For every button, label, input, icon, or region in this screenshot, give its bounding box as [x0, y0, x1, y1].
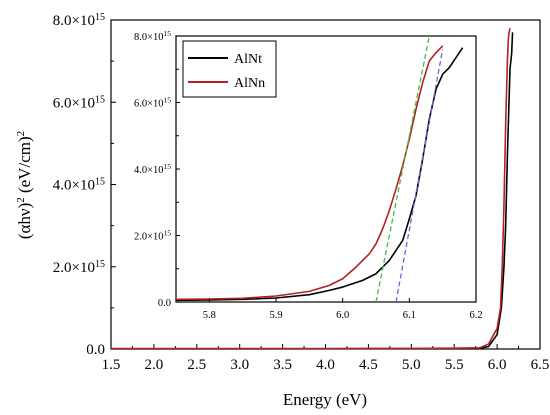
main-y-tick-label: 2.0×1015	[53, 258, 105, 276]
inset-x-tick-label: 6.0	[336, 310, 349, 321]
legend-label-alnn: AlNn	[234, 76, 265, 91]
inset-series-group	[176, 36, 464, 302]
inset-y-tick-label: 8.0×1015	[134, 29, 171, 44]
inset-y-tick-label: 6.0×1015	[134, 95, 171, 110]
main-y-tick-label: 0.0	[86, 342, 105, 358]
x-axis-title: Energy (eV)	[283, 390, 367, 409]
main-y-tick-label: 4.0×1015	[53, 176, 105, 194]
inset-fit-line-2	[395, 49, 444, 302]
inset-x-tick-label: 5.8	[203, 310, 216, 321]
inset-series-alnt	[176, 47, 464, 302]
main-x-tick-label: 3.5	[273, 357, 292, 373]
inset-y-tick-label: 0.0	[158, 298, 171, 309]
main-x-tick-label: 4.5	[359, 357, 378, 373]
inset-axis-ticks: 5.8 5.9 6.0 6.1 6.2 0.0 2.0×1015 4.0×1015 6.0×10…	[134, 29, 483, 322]
main-x-tick-label: 6.0	[488, 357, 507, 373]
inset-fit-line-1	[375, 36, 430, 302]
inset-x-tick-label: 6.2	[469, 310, 482, 321]
legend-box	[182, 40, 277, 98]
main-axis-ticks: 1.5 2.0 2.5 3.0 3.5 4.0 4.5 5.0 5.5 6.0 6.5 0.0 2.0×…	[53, 12, 550, 374]
main-series-group	[111, 28, 514, 350]
inset-y-tick-label: 4.0×1015	[134, 162, 171, 177]
inset-series-alnn	[176, 45, 444, 301]
main-y-tick-label: 6.0×1015	[53, 94, 105, 112]
inset-plot: 5.8 5.9 6.0 6.1 6.2 0.0 2.0×1015 4.0×1015 6.0×10…	[134, 29, 483, 322]
main-x-tick-label: 2.5	[187, 357, 206, 373]
inset-x-tick-label: 6.1	[403, 310, 416, 321]
main-x-tick-label: 4.0	[316, 357, 335, 373]
legend: AlNt AlNn	[182, 40, 277, 98]
legend-label-alnt: AlNt	[234, 52, 262, 67]
inset-y-tick-label: 2.0×1015	[134, 228, 171, 243]
main-x-tick-label: 5.5	[445, 357, 464, 373]
y-axis-title: (αhν)2 (eV/cm)2	[15, 131, 34, 239]
main-x-tick-label: 3.0	[230, 357, 249, 373]
main-plot: 1.5 2.0 2.5 3.0 3.5 4.0 4.5 5.0 5.5 6.0 6.5 0.0 2.0×…	[53, 12, 550, 374]
main-y-tick-label: 8.0×1015	[53, 12, 105, 30]
main-x-tick-label: 6.5	[531, 357, 550, 373]
main-series-alnn	[111, 28, 511, 350]
main-x-tick-label: 1.5	[102, 357, 121, 373]
main-x-tick-label: 5.0	[402, 357, 421, 373]
main-x-tick-label: 2.0	[145, 357, 164, 373]
inset-x-tick-label: 5.9	[269, 310, 282, 321]
